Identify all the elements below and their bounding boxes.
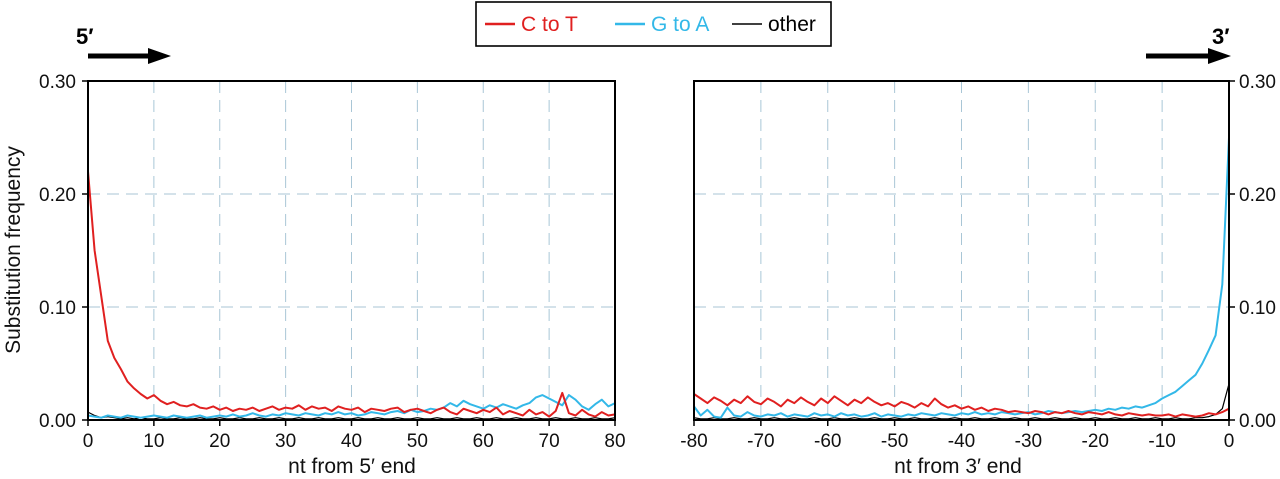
x-tick-label: 50 bbox=[407, 431, 428, 452]
x-tick-label: 10 bbox=[143, 431, 164, 452]
series-line-g-to-a bbox=[87, 394, 616, 419]
series-line-c-to-t bbox=[87, 171, 616, 418]
series-line-other bbox=[693, 383, 1230, 420]
x-tick-label: 30 bbox=[275, 431, 296, 452]
y-tick-label: 0.30 bbox=[39, 72, 76, 93]
five-prime-label: 5′ bbox=[76, 24, 94, 49]
three-prime-label: 3′ bbox=[1212, 24, 1230, 49]
y-axis-label: Substitution frequency bbox=[2, 146, 25, 354]
y-tick-label: 0.10 bbox=[1239, 298, 1276, 319]
series-line-c-to-t bbox=[693, 393, 1230, 418]
series-line-other bbox=[87, 411, 616, 420]
x-tick-label: -60 bbox=[814, 431, 841, 452]
legend-label: C to T bbox=[521, 13, 578, 36]
legend-label: other bbox=[768, 13, 816, 36]
x-tick-label: 40 bbox=[341, 431, 362, 452]
x-axis-label-3prime: nt from 3′ end bbox=[894, 455, 1022, 478]
x-tick-label: -40 bbox=[948, 431, 975, 452]
y-tick-label: 0.00 bbox=[1239, 411, 1276, 432]
x-tick-label: -50 bbox=[881, 431, 908, 452]
three-prime-arrow-icon bbox=[1146, 48, 1231, 64]
y-tick-label: 0.30 bbox=[1239, 72, 1276, 93]
legend-box bbox=[475, 1, 832, 47]
x-tick-label: -80 bbox=[680, 431, 707, 452]
x-tick-label: 20 bbox=[209, 431, 230, 452]
x-tick-label: -30 bbox=[1015, 431, 1042, 452]
five-prime-arrow-icon bbox=[88, 48, 171, 64]
y-tick-label: 0.20 bbox=[39, 185, 76, 206]
x-tick-label: 60 bbox=[473, 431, 494, 452]
x-tick-label: 80 bbox=[604, 431, 625, 452]
series-line-g-to-a bbox=[693, 137, 1230, 419]
x-axis-label-5prime: nt from 5′ end bbox=[288, 455, 416, 478]
y-tick-label: 0.20 bbox=[1239, 185, 1276, 206]
y-tick-label: 0.10 bbox=[39, 298, 76, 319]
panel-5prime: 0 10 20 30 40 50 60 70 80 0.00 0.10 0.20 0.30 bbox=[39, 72, 626, 452]
x-tick-label: -70 bbox=[747, 431, 774, 452]
y-tick-label: 0.00 bbox=[39, 411, 76, 432]
x-tick-label: 0 bbox=[83, 431, 94, 452]
panel-3prime: -80 -70 -60 -50 -40 -30 -20 -10 00.00 0.10 0.20 0.3… bbox=[680, 72, 1276, 452]
x-tick-label: -20 bbox=[1082, 431, 1109, 452]
x-tick-label: -10 bbox=[1148, 431, 1175, 452]
x-tick-label: 0 bbox=[1224, 431, 1235, 452]
x-tick-label: 70 bbox=[539, 431, 560, 452]
legend-label: G to A bbox=[651, 13, 709, 36]
legend: C to T G to A other bbox=[485, 13, 816, 36]
